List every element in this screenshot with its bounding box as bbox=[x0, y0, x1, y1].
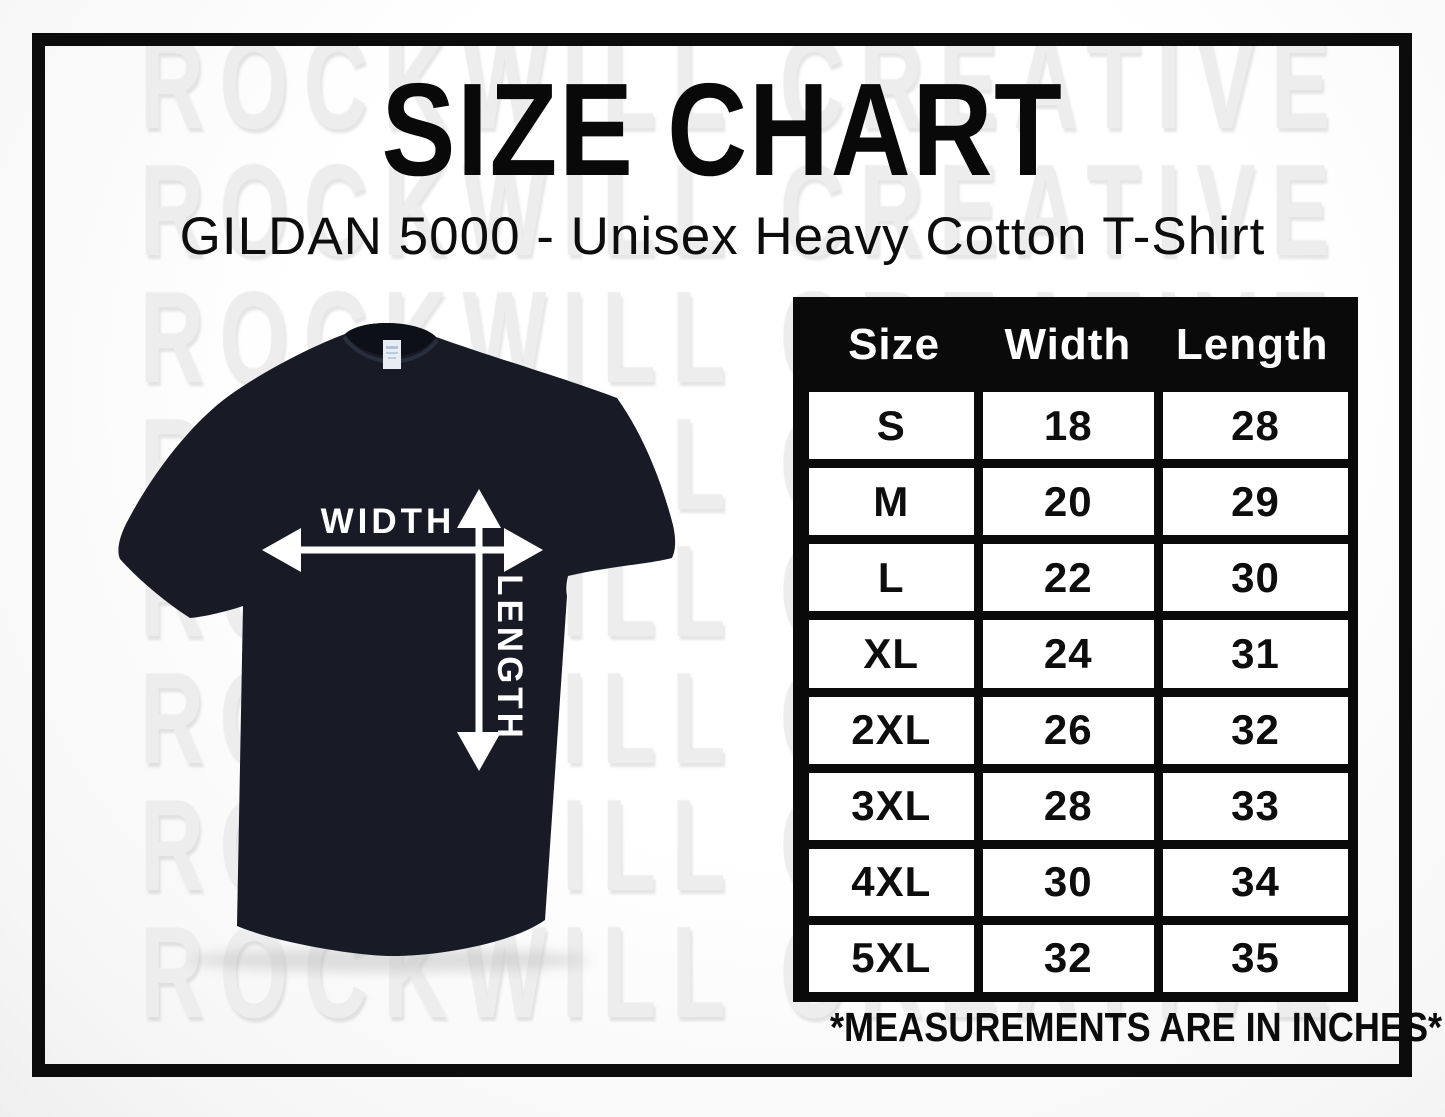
tshirt-body bbox=[118, 323, 676, 957]
column-header-length: Length bbox=[1175, 319, 1329, 369]
size-table: Size Width Length S 18 28 M 20 29 L 22 30 XL 24 31 2… bbox=[793, 297, 1358, 1002]
length-label: LENGTH bbox=[490, 574, 529, 742]
table-cell: 2XL bbox=[809, 696, 974, 764]
table-cell: 33 bbox=[1162, 772, 1348, 840]
table-cell: 20 bbox=[982, 468, 1154, 536]
tshirt-illustration: WIDTH LENGTH bbox=[118, 323, 676, 972]
table-cell: 28 bbox=[982, 772, 1154, 840]
product-subtitle: GILDAN 5000 - Unisex Heavy Cotton T-Shir… bbox=[179, 207, 1266, 266]
table-cell: 34 bbox=[1162, 848, 1348, 916]
measurements-note: *MEASUREMENTS ARE IN INCHES* bbox=[830, 1004, 1443, 1050]
table-cell: 24 bbox=[982, 620, 1154, 688]
table-cell: 32 bbox=[1162, 696, 1348, 764]
table-cell: 29 bbox=[1162, 468, 1348, 536]
size-table-body: S 18 28 M 20 29 L 22 30 XL 24 31 2XL 26 32 3XL 28 33 4XL 30… bbox=[809, 392, 1348, 992]
tshirt-shadow bbox=[190, 948, 590, 972]
table-cell: 18 bbox=[982, 392, 1154, 460]
table-cell: L bbox=[809, 544, 974, 612]
table-cell: 3XL bbox=[809, 772, 974, 840]
column-header-width: Width bbox=[1004, 319, 1132, 369]
neck-tag bbox=[383, 340, 401, 369]
table-cell: 30 bbox=[982, 848, 1154, 916]
length-arrow-icon bbox=[457, 489, 501, 771]
table-cell: 22 bbox=[982, 544, 1154, 612]
table-cell: 5XL bbox=[809, 924, 974, 992]
table-cell: 30 bbox=[1162, 544, 1348, 612]
watermark-row: ROCKWILL CREATIVE bbox=[140, 46, 1346, 156]
table-cell: S bbox=[809, 392, 974, 460]
table-cell: 31 bbox=[1162, 620, 1348, 688]
table-cell: 4XL bbox=[809, 848, 974, 916]
tshirt-neck-opening bbox=[345, 323, 436, 357]
page-title: SIZE CHART bbox=[381, 56, 1064, 203]
table-cell: XL bbox=[809, 620, 974, 688]
table-cell: 26 bbox=[982, 696, 1154, 764]
table-cell: 28 bbox=[1162, 392, 1348, 460]
width-label: WIDTH bbox=[321, 502, 456, 541]
table-cell: M bbox=[809, 468, 974, 536]
size-table-header: Size Width Length bbox=[809, 297, 1348, 392]
watermark-row: ROCKWILL CREATIVE bbox=[140, 137, 1346, 283]
column-header-size: Size bbox=[848, 319, 941, 369]
width-arrow-icon bbox=[262, 528, 543, 572]
table-cell: 35 bbox=[1162, 924, 1348, 992]
table-cell: 32 bbox=[982, 924, 1154, 992]
tshirt-figure: WIDTH LENGTH bbox=[100, 300, 780, 980]
